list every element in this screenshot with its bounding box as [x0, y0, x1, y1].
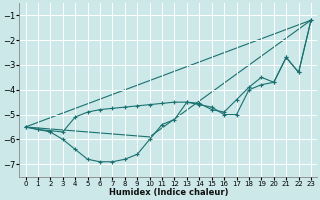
X-axis label: Humidex (Indice chaleur): Humidex (Indice chaleur) [108, 188, 228, 197]
